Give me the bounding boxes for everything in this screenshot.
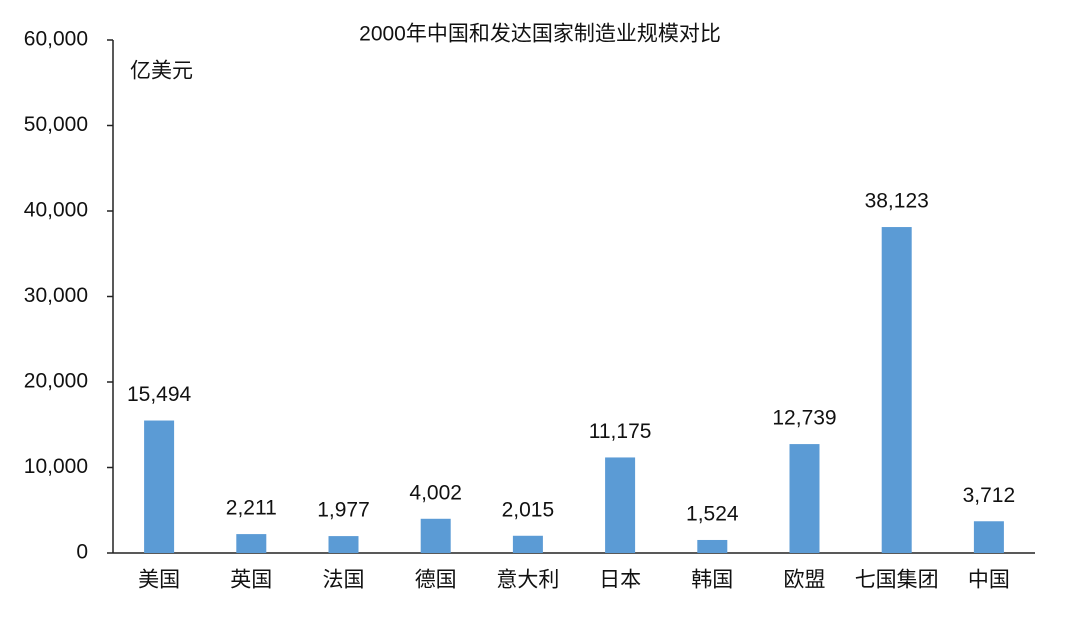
value-label: 4,002	[409, 481, 462, 504]
value-label: 2,015	[502, 498, 555, 521]
bar	[512, 535, 543, 553]
y-tick-label: 20,000	[24, 370, 88, 393]
value-label: 1,524	[686, 503, 739, 526]
value-label: 2,211	[226, 497, 277, 520]
y-tick-label: 30,000	[24, 284, 88, 307]
x-tick-label: 美国	[138, 569, 180, 592]
x-tick-label: 英国	[230, 569, 272, 592]
value-label: 11,175	[589, 420, 652, 443]
bar	[973, 521, 1004, 553]
x-tick-label: 法国	[323, 569, 365, 592]
y-axis-label: 亿美元	[130, 60, 193, 83]
value-label: 12,739	[772, 407, 836, 430]
bar	[605, 457, 636, 553]
value-label: 38,123	[865, 190, 929, 213]
y-tick-label: 50,000	[24, 113, 88, 136]
x-tick-label: 日本	[599, 569, 641, 592]
y-tick-label: 40,000	[24, 199, 88, 222]
bar	[236, 534, 267, 553]
x-tick-label: 韩国	[691, 569, 733, 592]
bar	[789, 444, 820, 553]
value-label: 1,977	[317, 499, 370, 522]
value-label: 15,494	[127, 383, 192, 406]
bar	[144, 420, 175, 553]
x-tick-label: 中国	[968, 569, 1010, 592]
x-tick-label: 德国	[415, 569, 457, 592]
bar	[881, 227, 912, 554]
bar	[328, 536, 359, 553]
bar	[420, 518, 451, 553]
y-tick-label: 0	[76, 541, 88, 564]
value-label: 3,712	[963, 484, 1016, 507]
y-tick-label: 60,000	[24, 28, 88, 51]
bar	[697, 539, 728, 553]
x-tick-label: 意大利	[496, 569, 559, 592]
x-tick-label: 欧盟	[784, 569, 826, 592]
x-tick-label: 七国集团	[855, 569, 939, 592]
chart-title: 2000年中国和发达国家制造业规模对比	[359, 23, 721, 46]
y-tick-label: 10,000	[24, 455, 88, 478]
